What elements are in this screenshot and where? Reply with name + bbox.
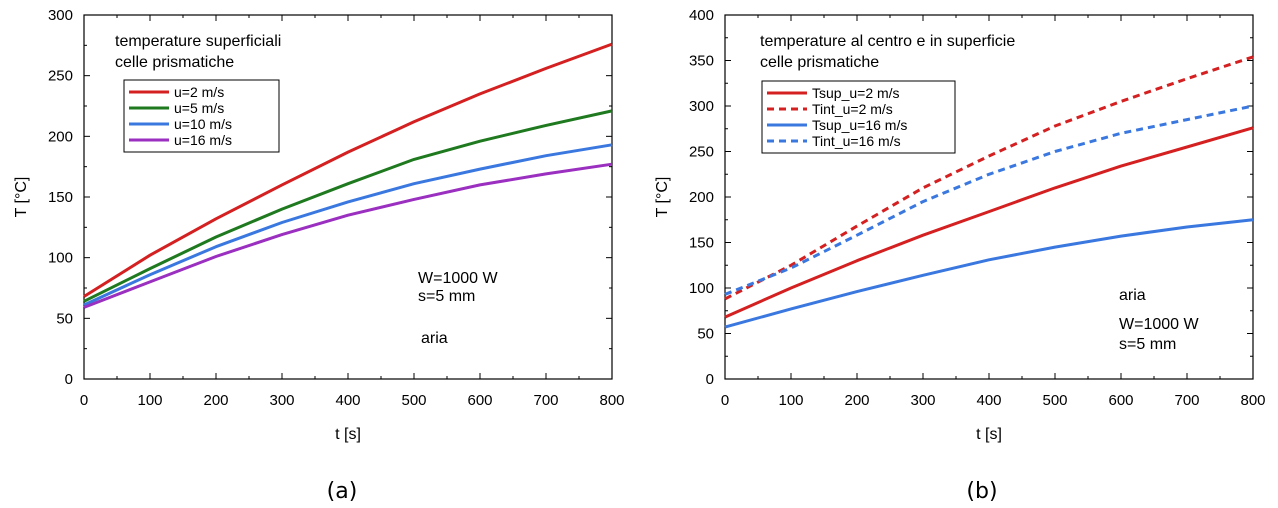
x-tick-label: 600	[467, 392, 492, 409]
x-tick-label: 200	[203, 392, 228, 409]
series-line-3	[724, 218, 1254, 329]
y-tick-label: 50	[56, 310, 73, 327]
series-line-2	[83, 109, 613, 303]
y-tick-label: 350	[689, 53, 714, 70]
y-tick-label: 0	[706, 371, 714, 388]
annotation-text: W=1000 W	[1119, 316, 1199, 333]
annotation-text: aria	[1119, 287, 1146, 304]
x-tick-label: 0	[80, 392, 88, 409]
x-tick-label: 300	[910, 392, 935, 409]
legend-label: u=5 m/s	[174, 100, 224, 116]
annotation-text: temperature al centro e in superficie	[760, 33, 1015, 50]
y-tick-label: 50	[697, 326, 714, 343]
y-axis-label: T [°C]	[13, 177, 30, 218]
annotation-text: W=1000 W	[418, 270, 498, 287]
legend-label: u=16 m/s	[174, 132, 232, 148]
series-line-2	[724, 55, 1254, 301]
annotation-text: s=5 mm	[418, 288, 475, 305]
series-line-3	[83, 143, 613, 307]
legend-label: Tint_u=2 m/s	[812, 101, 893, 117]
y-tick-label: 300	[48, 7, 73, 24]
y-tick-label: 0	[65, 371, 73, 388]
x-tick-label: 100	[137, 392, 162, 409]
legend-label: Tsup_u=2 m/s	[812, 85, 900, 101]
series-line-4	[83, 162, 613, 309]
x-tick-label: 500	[1042, 392, 1067, 409]
legend-label: Tint_u=16 m/s	[812, 133, 901, 149]
x-tick-label: 800	[599, 392, 624, 409]
x-tick-label: 800	[1240, 392, 1265, 409]
x-tick-label: 700	[533, 392, 558, 409]
y-tick-label: 200	[689, 189, 714, 206]
x-tick-label: 700	[1174, 392, 1199, 409]
y-tick-label: 150	[689, 235, 714, 252]
panel-label: (b)	[966, 479, 997, 504]
legend-label: u=2 m/s	[174, 84, 224, 100]
y-tick-label: 150	[48, 189, 73, 206]
x-tick-label: 400	[335, 392, 360, 409]
y-tick-label: 100	[48, 250, 73, 267]
x-tick-label: 100	[778, 392, 803, 409]
series-line-1	[724, 126, 1254, 319]
y-tick-label: 400	[689, 7, 714, 24]
chart-panel-a: 0 100 200 300 400 500 600 700 800 0 50 100 150 200 250…	[13, 7, 625, 504]
legend-label: u=10 m/s	[174, 116, 232, 132]
annotation-text: temperature superficiali	[115, 33, 281, 50]
series-line-1	[83, 42, 613, 298]
series-line-4	[724, 104, 1254, 296]
annotation-text: celle prismatiche	[115, 54, 234, 71]
y-tick-label: 250	[48, 68, 73, 85]
x-tick-label: 400	[976, 392, 1001, 409]
x-tick-label: 500	[401, 392, 426, 409]
x-tick-label: 200	[844, 392, 869, 409]
legend-label: Tsup_u=16 m/s	[812, 117, 907, 133]
x-tick-label: 600	[1108, 392, 1133, 409]
panel-label: (a)	[327, 479, 358, 504]
x-tick-label: 300	[269, 392, 294, 409]
annotation-text: aria	[421, 330, 448, 347]
y-axis-label: T [°C]	[654, 177, 671, 218]
y-tick-label: 250	[689, 144, 714, 161]
y-tick-label: 200	[48, 128, 73, 145]
annotation-text: celle prismatiche	[760, 54, 879, 71]
y-tick-label: 300	[689, 98, 714, 115]
chart-panel-b: 0 100 200 300 400 500 600 700 800 0 50 100 150 200 250…	[654, 7, 1266, 504]
x-axis-label: t [s]	[335, 426, 361, 443]
annotation-text: s=5 mm	[1119, 336, 1176, 353]
x-tick-label: 0	[721, 392, 729, 409]
x-axis-label: t [s]	[976, 426, 1002, 443]
y-tick-label: 100	[689, 280, 714, 297]
